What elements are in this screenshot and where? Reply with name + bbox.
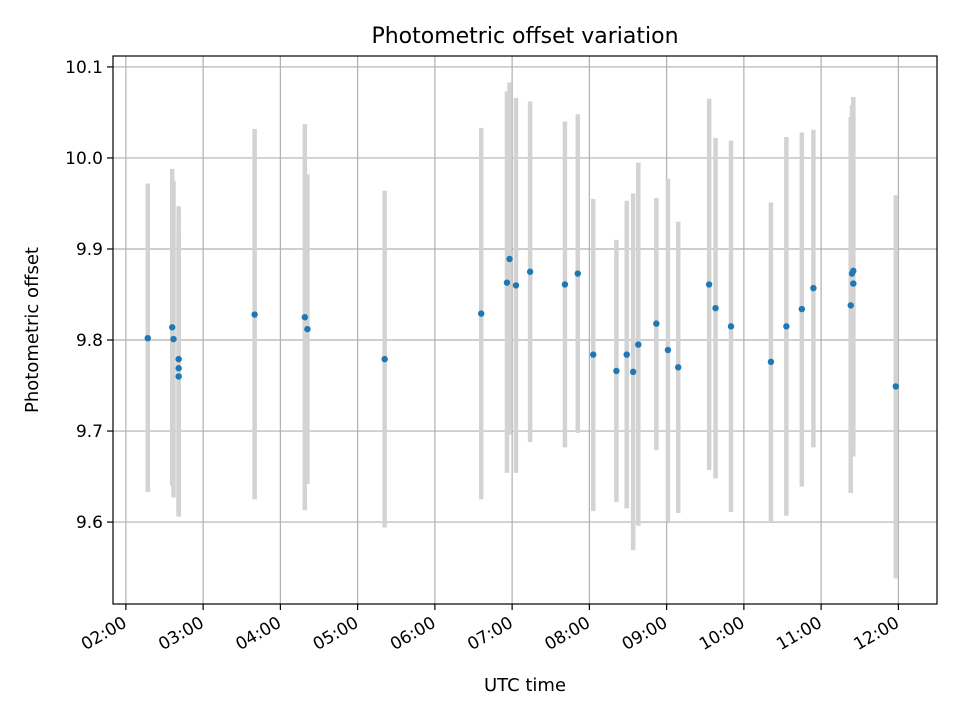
chart-title: Photometric offset variation: [371, 24, 678, 49]
data-point: [561, 281, 569, 288]
data-point: [635, 341, 642, 348]
data-point: [613, 367, 620, 375]
data-point: [574, 270, 581, 277]
data-point: [175, 373, 182, 380]
data-point: [798, 305, 806, 313]
data-point: [727, 323, 735, 330]
plot-frame: [112, 55, 938, 605]
data-point: [304, 325, 311, 333]
data-point: [144, 334, 151, 342]
data-point: [169, 324, 176, 331]
y-tick-label: 9.7: [76, 422, 103, 442]
data-point: [847, 302, 854, 309]
data-point: [251, 311, 258, 318]
y-tick-label: 9.6: [76, 513, 103, 533]
data-point: [653, 320, 660, 327]
data-point: [767, 358, 775, 366]
y-axis-label: Photometric offset: [22, 247, 43, 413]
y-tick-label: 9.8: [76, 331, 103, 351]
data-point: [301, 314, 309, 321]
data-point: [705, 281, 713, 288]
data-point: [506, 255, 513, 263]
y-tick-label: 10.0: [65, 149, 103, 169]
data-point: [664, 346, 672, 354]
data-point: [175, 355, 182, 363]
data-point: [175, 365, 182, 372]
data-points: [144, 255, 899, 390]
data-point: [526, 268, 534, 275]
data-point: [629, 368, 637, 376]
y-axis-ticks: 9.6 9.7 9.8 9.9 10.0 10.1: [65, 58, 113, 533]
data-point: [675, 364, 682, 371]
data-point: [512, 282, 520, 289]
data-point: [478, 310, 485, 317]
data-point: [590, 351, 597, 358]
data-point: [503, 279, 511, 286]
data-point: [850, 267, 857, 275]
data-point: [381, 355, 388, 363]
data-point: [623, 351, 630, 358]
x-axis-label: UTC time: [484, 675, 566, 696]
y-tick-label: 10.1: [65, 58, 103, 78]
data-point: [892, 383, 899, 390]
data-point: [783, 323, 790, 330]
grid: [113, 56, 937, 604]
data-point: [810, 284, 817, 292]
y-tick-label: 9.9: [76, 240, 103, 260]
data-point: [712, 304, 719, 312]
data-point: [850, 280, 857, 287]
data-point: [170, 335, 177, 343]
